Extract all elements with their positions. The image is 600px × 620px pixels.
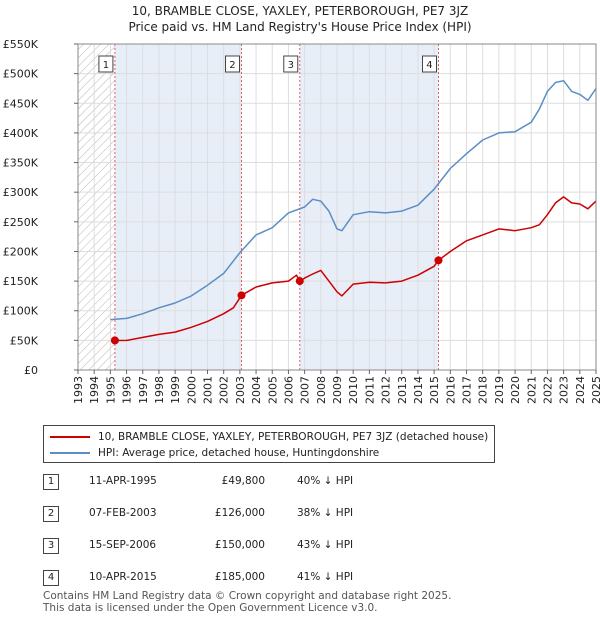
sale-marker-label: 2: [229, 60, 235, 71]
x-tick-label: 2001: [202, 376, 215, 404]
sale-date: 11-APR-1995: [89, 475, 157, 487]
sale-marker-box: [421, 55, 437, 73]
y-tick-label: £400K: [3, 127, 39, 140]
series-line-property: [114, 196, 597, 342]
legend-swatch-property: [50, 436, 90, 438]
sale-number-badge: 4: [43, 570, 59, 586]
sale-number-badge: 1: [43, 474, 59, 490]
y-tick-label: £550K: [3, 38, 39, 51]
shaded-period: [114, 44, 242, 370]
x-tick-label: 2016: [444, 376, 457, 404]
sale-number-badge: 2: [43, 506, 59, 522]
sale-marker-box: [98, 55, 114, 73]
x-tick-label: 2011: [363, 376, 376, 404]
sale-marker-label: 3: [288, 60, 294, 71]
x-tick-label: 2004: [250, 376, 263, 404]
sale-number-badge: 3: [43, 538, 59, 554]
x-tick-label: 2006: [282, 376, 295, 404]
sale-marker-box: [224, 55, 240, 73]
sale-row: 4 10-APR-2015 £185,000 41% ↓ HPI: [43, 569, 483, 589]
series-line-hpi: [110, 79, 597, 321]
x-tick-label: 2010: [347, 376, 360, 404]
x-tick-label: 2012: [380, 376, 393, 404]
sale-hpi-diff: 38% ↓ HPI: [297, 507, 354, 519]
sale-price: £185,000: [214, 571, 265, 583]
x-tick-label: 2025: [590, 376, 600, 404]
hatched-region: [78, 44, 115, 370]
y-tick-label: £250K: [3, 216, 39, 229]
y-tick-label: £300K: [3, 186, 39, 199]
legend: 10, BRAMBLE CLOSE, YAXLEY, PETERBOROUGH,…: [43, 425, 495, 463]
sale-date: 15-SEP-2006: [89, 539, 157, 551]
x-tick-label: 2022: [541, 376, 554, 404]
x-tick-label: 2018: [477, 376, 490, 404]
y-tick-label: £0: [24, 364, 38, 377]
sale-row: 2 07-FEB-2003 £126,000 38% ↓ HPI: [43, 505, 483, 525]
y-tick-label: £500K: [3, 68, 39, 81]
x-tick-label: 1996: [121, 376, 134, 404]
y-tick-label: £150K: [3, 275, 39, 288]
sale-date: 07-FEB-2003: [89, 507, 157, 519]
x-tick-label: 1997: [137, 376, 150, 404]
legend-label-hpi: HPI: Average price, detached house, Hunt…: [98, 447, 380, 459]
sale-row: 1 11-APR-1995 £49,800 40% ↓ HPI: [43, 473, 483, 493]
sale-point: [237, 291, 246, 300]
x-tick-label: 2008: [315, 376, 328, 404]
y-tick-label: £100K: [3, 305, 39, 318]
sale-marker-label: 4: [426, 60, 432, 71]
y-tick-label: £450K: [3, 97, 39, 110]
sale-point: [295, 277, 304, 286]
x-tick-label: 2024: [574, 376, 587, 404]
sale-marker-box: [283, 55, 299, 73]
x-tick-label: 2019: [493, 376, 506, 404]
x-tick-label: 2000: [185, 376, 198, 404]
x-tick-label: 2014: [412, 376, 425, 404]
x-tick-label: 2002: [218, 376, 231, 404]
sale-date: 10-APR-2015: [89, 571, 157, 583]
x-tick-label: 1994: [88, 376, 101, 404]
footer-licence: This data is licensed under the Open Gov…: [43, 602, 378, 614]
x-tick-label: 2013: [396, 376, 409, 404]
x-tick-label: 2005: [266, 376, 279, 404]
sale-point: [110, 336, 119, 345]
x-tick-label: 1998: [153, 376, 166, 404]
footer-copyright: Contains HM Land Registry data © Crown c…: [43, 590, 452, 602]
x-tick-label: 2021: [525, 376, 538, 404]
legend-swatch-hpi: [50, 452, 90, 454]
sale-hpi-diff: 41% ↓ HPI: [297, 571, 354, 583]
x-tick-label: 2020: [509, 376, 522, 404]
x-tick-label: 2015: [428, 376, 441, 404]
sale-hpi-diff: 43% ↓ HPI: [297, 539, 354, 551]
price-chart: 1 2 3 4 £0 £50K £100K £150K £200K £250K £300K £350…: [3, 38, 600, 404]
x-tick-label: 1999: [169, 376, 182, 404]
y-tick-label: £350K: [3, 157, 39, 170]
x-tick-label: 2017: [461, 376, 474, 404]
x-tick-label: 2023: [558, 376, 571, 404]
sale-row: 3 15-SEP-2006 £150,000 43% ↓ HPI: [43, 537, 483, 557]
chart-subtitle: Price paid vs. HM Land Registry's House …: [128, 20, 472, 34]
sale-marker-label: 1: [103, 60, 109, 71]
x-tick-label: 2009: [331, 376, 344, 404]
x-tick-label: 1993: [72, 376, 85, 404]
sale-point: [434, 256, 443, 265]
sale-price: £49,800: [221, 475, 265, 487]
y-tick-label: £200K: [3, 245, 39, 258]
sale-price: £126,000: [214, 507, 265, 519]
x-tick-label: 1995: [104, 376, 117, 404]
x-tick-label: 2007: [299, 376, 312, 404]
y-tick-label: £50K: [10, 334, 39, 347]
sale-price: £150,000: [214, 539, 265, 551]
legend-label-property: 10, BRAMBLE CLOSE, YAXLEY, PETERBOROUGH,…: [98, 431, 489, 443]
chart-title: 10, BRAMBLE CLOSE, YAXLEY, PETERBOROUGH,…: [131, 4, 469, 18]
x-tick-label: 2003: [234, 376, 247, 404]
sale-hpi-diff: 40% ↓ HPI: [297, 475, 354, 487]
